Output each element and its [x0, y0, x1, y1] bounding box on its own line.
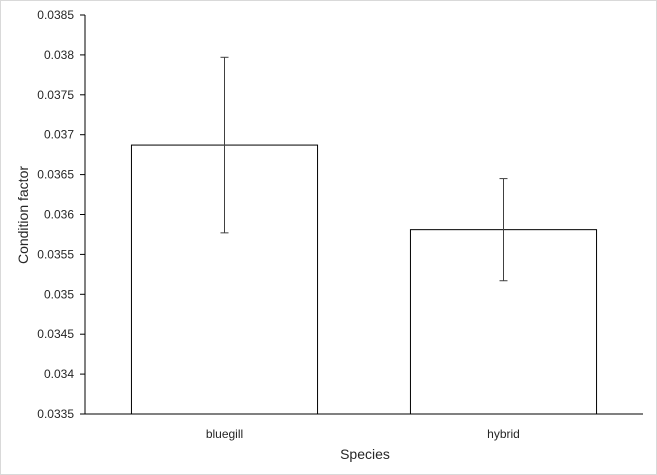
- y-tick-label: 0.038: [44, 48, 74, 62]
- y-tick-label: 0.035: [44, 287, 74, 301]
- y-axis-title: Condition factor: [15, 166, 31, 264]
- y-tick-label: 0.0365: [37, 168, 74, 182]
- y-tick-label: 0.0385: [37, 8, 74, 22]
- y-tick-labels: 0.0335 0.034 0.0345 0.035 0.0355 0.036 0.0365 0…: [37, 8, 85, 421]
- y-tick-label: 0.034: [44, 367, 74, 381]
- y-tick-label: 0.036: [44, 208, 74, 222]
- y-tick-label: 0.0345: [37, 327, 74, 341]
- y-tick-label: 0.0355: [37, 247, 74, 261]
- y-tick-label: 0.0375: [37, 88, 74, 102]
- y-tick-label: 0.037: [44, 128, 74, 142]
- error-bar-bluegill: [220, 56, 229, 234]
- error-bar-hybrid: [499, 178, 508, 282]
- error-bars-layer: [220, 56, 508, 282]
- y-tick-label: 0.0335: [37, 407, 74, 421]
- x-tick-label-bluegill: bluegill: [206, 427, 243, 441]
- x-tick-labels: bluegill hybrid: [206, 427, 520, 441]
- x-axis-title: Species: [340, 446, 390, 462]
- bars-layer: [130, 144, 598, 415]
- x-tick-label-hybrid: hybrid: [487, 427, 520, 441]
